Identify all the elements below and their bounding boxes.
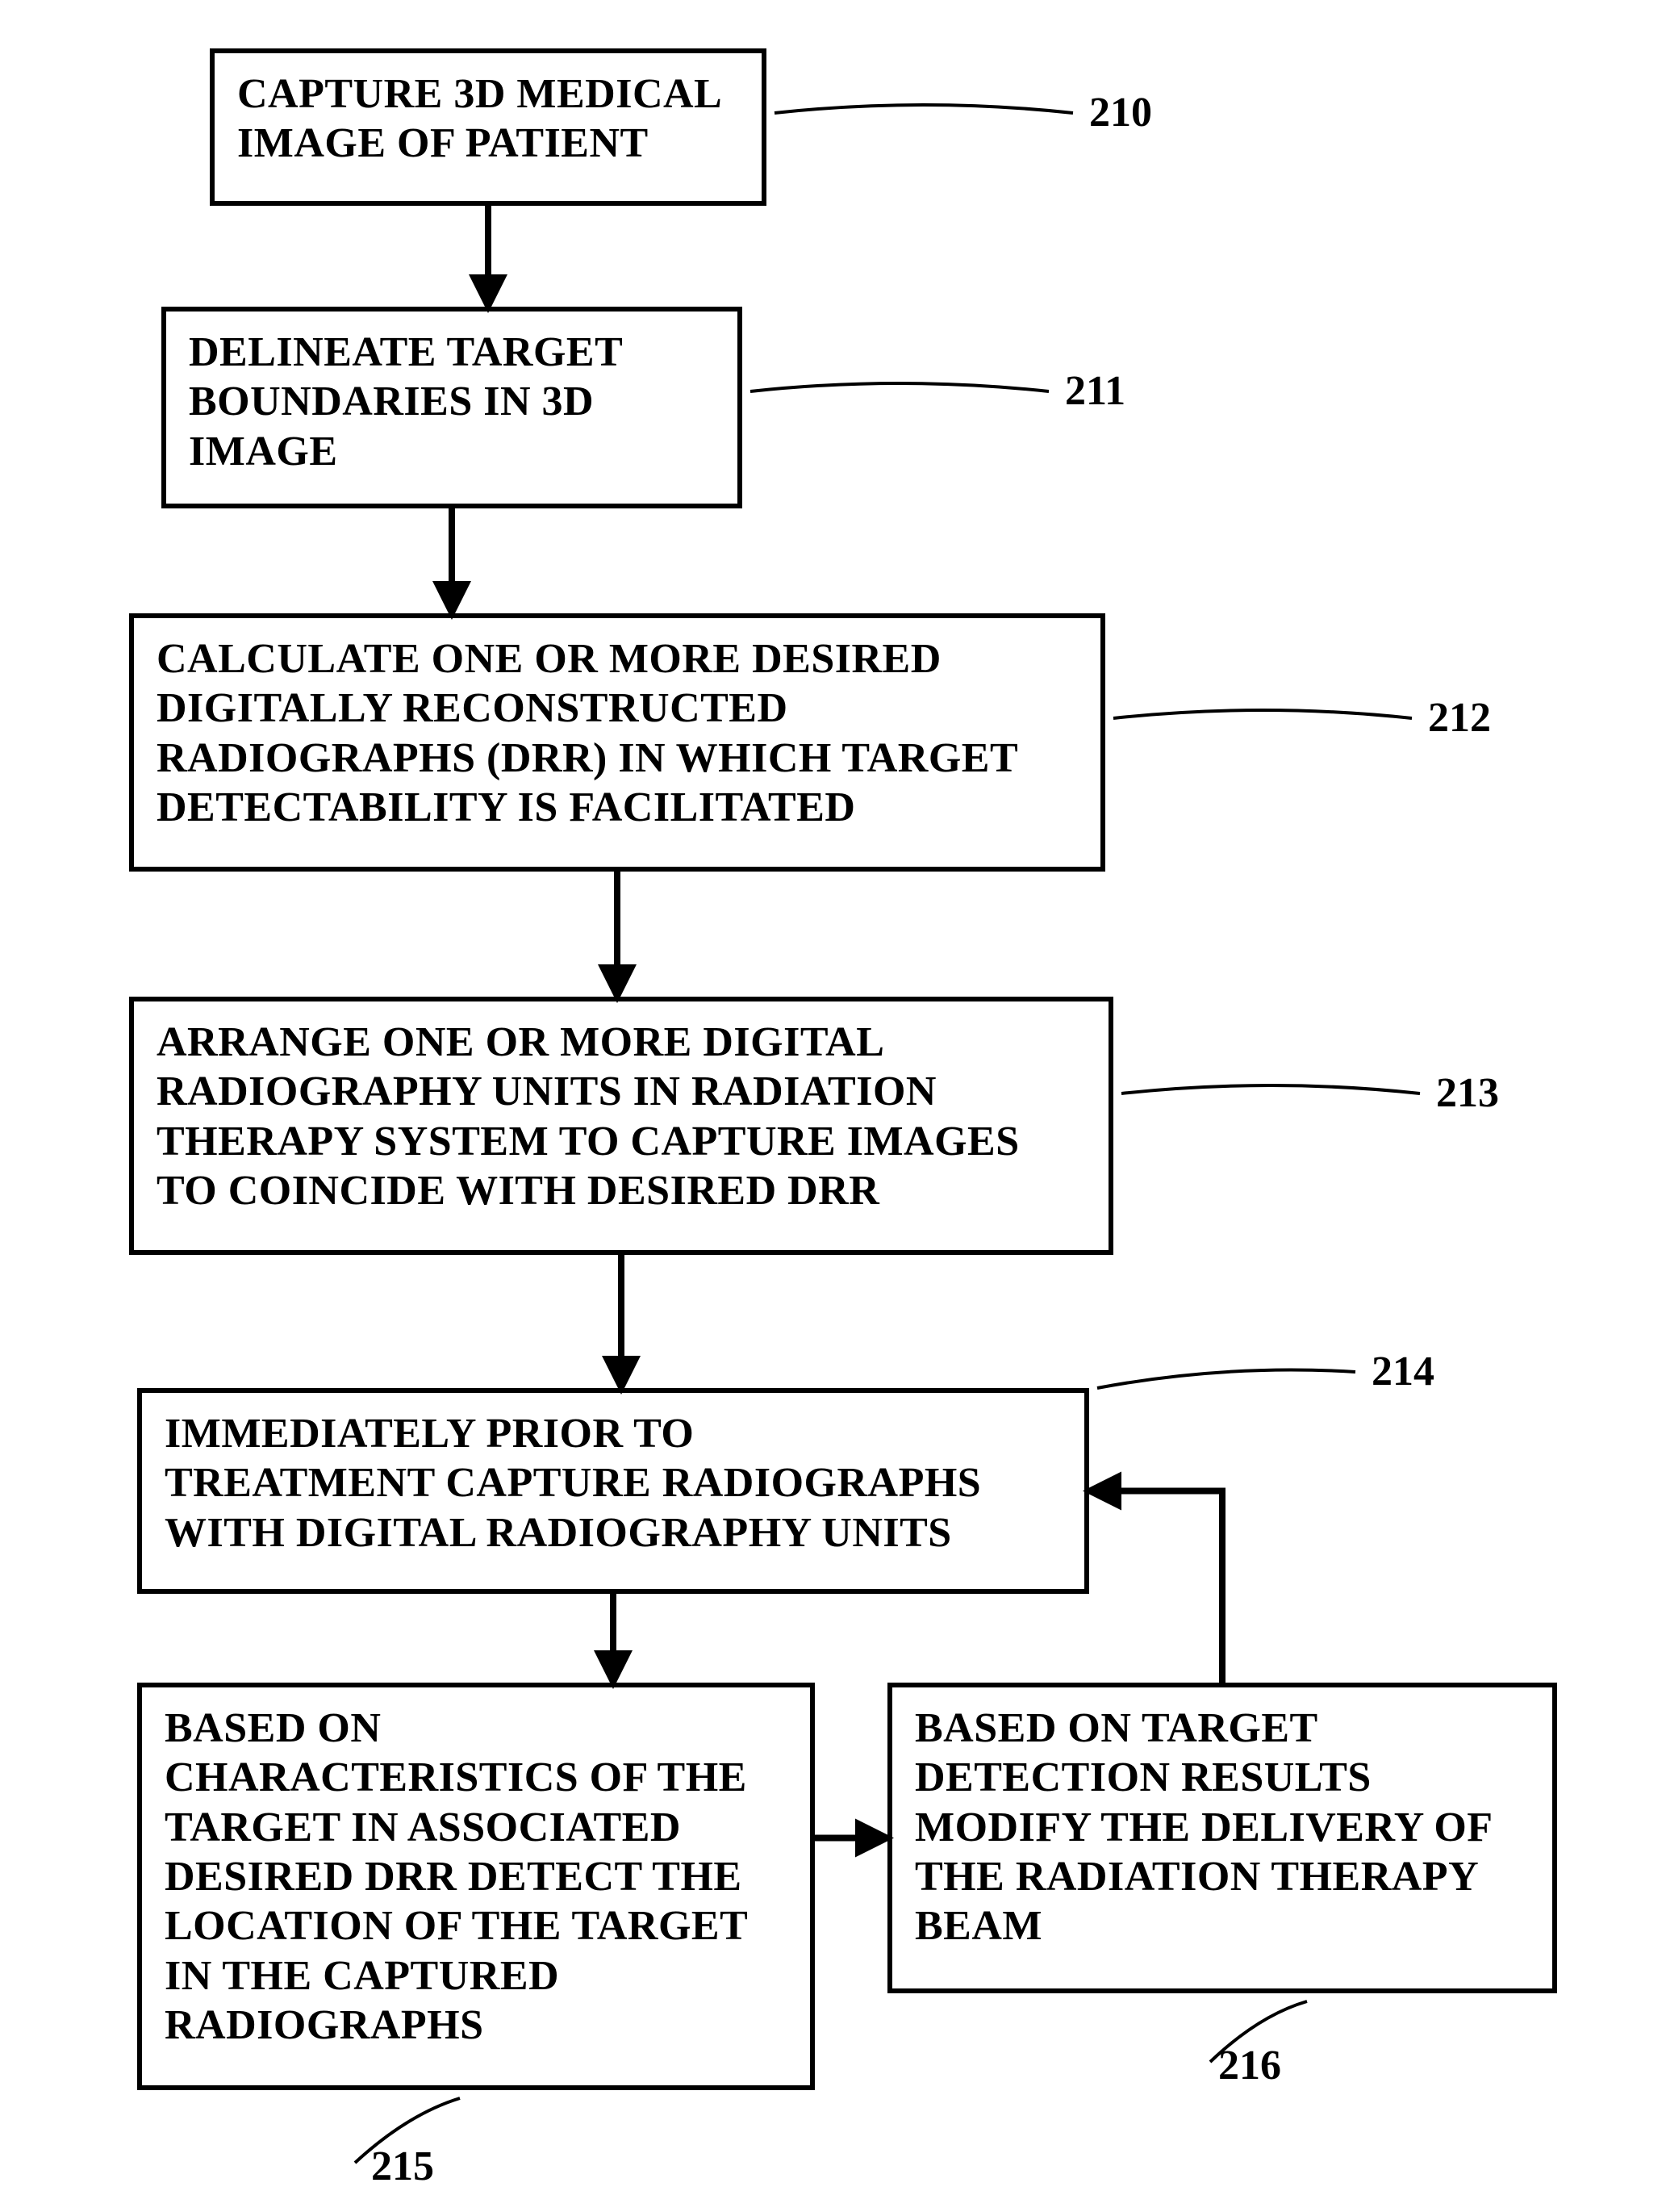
flow-node-216: BASED ON TARGET DETECTION RESULTS MODIFY… — [887, 1683, 1557, 1993]
flow-node-216-text: BASED ON TARGET DETECTION RESULTS MODIFY… — [915, 1704, 1493, 1951]
flow-node-211: DELINEATE TARGET BOUNDARIES IN 3D IMAGE — [161, 307, 742, 508]
flow-node-212: CALCULATE ONE OR MORE DESIRED DIGITALLY … — [129, 613, 1105, 872]
ref-label-212: 212 — [1428, 694, 1491, 742]
flow-node-213: ARRANGE ONE OR MORE DIGITAL RADIOGRAPHY … — [129, 997, 1113, 1255]
flow-node-214-text: IMMEDIATELY PRIOR TO TREATMENT CAPTURE R… — [165, 1409, 981, 1558]
ref-label-210: 210 — [1089, 89, 1152, 136]
ref-label-211: 211 — [1065, 367, 1125, 415]
ref-label-213: 213 — [1436, 1069, 1499, 1117]
flow-node-214: IMMEDIATELY PRIOR TO TREATMENT CAPTURE R… — [137, 1388, 1089, 1594]
flow-node-212-text: CALCULATE ONE OR MORE DESIRED DIGITALLY … — [157, 634, 1018, 832]
flow-node-210-text: CAPTURE 3D MEDICAL IMAGE OF PATIENT — [237, 69, 722, 169]
flow-node-213-text: ARRANGE ONE OR MORE DIGITAL RADIOGRAPHY … — [157, 1018, 1020, 1215]
flow-node-215-text: BASED ON CHARACTERISTICS OF THE TARGET I… — [165, 1704, 748, 2051]
flow-node-211-text: DELINEATE TARGET BOUNDARIES IN 3D IMAGE — [189, 328, 623, 476]
ref-label-215: 215 — [371, 2143, 434, 2190]
flow-node-210: CAPTURE 3D MEDICAL IMAGE OF PATIENT — [210, 48, 766, 206]
flow-node-215: BASED ON CHARACTERISTICS OF THE TARGET I… — [137, 1683, 815, 2090]
ref-label-214: 214 — [1372, 1348, 1434, 1395]
ref-label-216: 216 — [1218, 2042, 1281, 2089]
